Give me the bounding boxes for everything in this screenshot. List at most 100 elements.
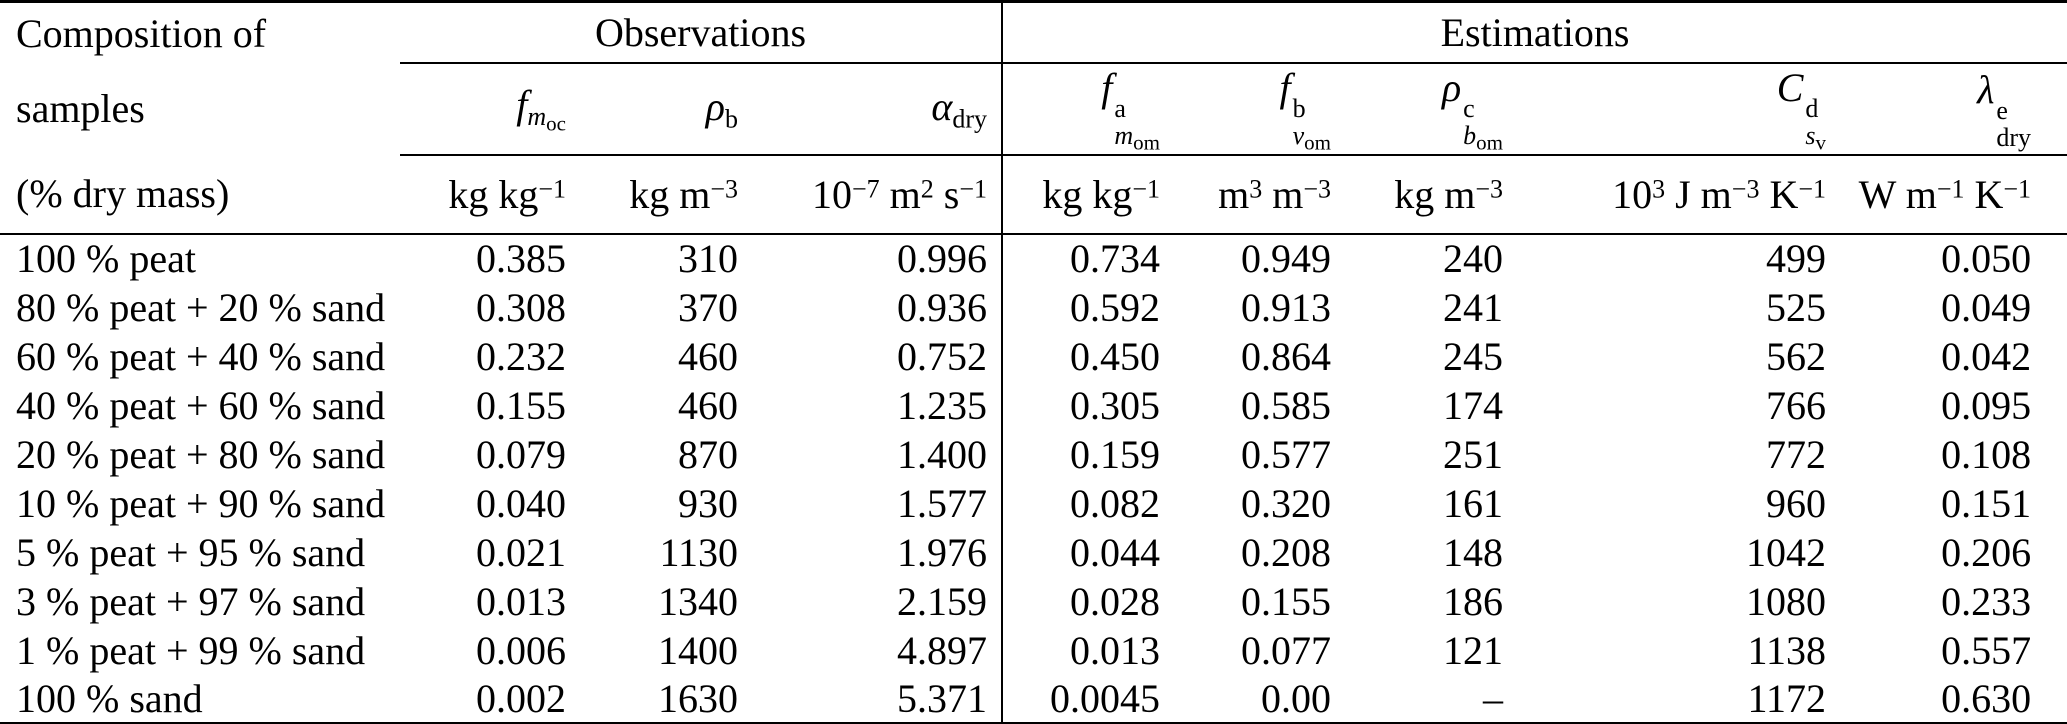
row-header-line3: (% dry mass) bbox=[0, 154, 400, 235]
value-cell-C_s_v: 525 bbox=[1766, 284, 1827, 330]
value-cell-f_m_oc: 0.021 bbox=[476, 529, 566, 575]
value-cell-rho_b: 870 bbox=[678, 431, 738, 477]
symbol-cell-f_m_oc: fmoc bbox=[400, 63, 572, 156]
value-cell-lambda_dry: 0.095 bbox=[1941, 382, 2032, 428]
table-body: 100 % peat 0.385 310 0.996 0.734 0.949 240 499 0… bbox=[0, 233, 2067, 724]
unit-cell-f_v_om: m3 m−3 bbox=[1170, 154, 1343, 235]
value-cell-C_s_v: 1138 bbox=[1747, 627, 1827, 673]
row-header-line1: Composition of bbox=[0, 0, 400, 63]
value-cell-rho_b: 1400 bbox=[658, 627, 738, 673]
value-cell-rho_b_om: 186 bbox=[1443, 578, 1504, 624]
value-cell-f_v_om: 0.949 bbox=[1241, 236, 1332, 282]
group-header-row: Composition of Observations Estimations bbox=[0, 0, 2067, 64]
composition-cell: 10 % peat + 90 % sand bbox=[16, 480, 386, 526]
value-cell-f_m_om: 0.013 bbox=[1001, 625, 1171, 675]
value-cell-rho_b_om: 241 bbox=[1443, 284, 1504, 330]
value-cell-lambda_dry: 0.050 bbox=[1941, 236, 2032, 282]
group-header-observations: Observations bbox=[400, 0, 1003, 64]
value-cell-C_s_v: 1080 bbox=[1746, 578, 1827, 624]
value-cell-f_m_om: 0.028 bbox=[1001, 576, 1171, 626]
value-cell-alpha_dry: 4.897 bbox=[897, 627, 988, 673]
value-cell-rho_b: 460 bbox=[678, 382, 738, 428]
value-cell-f_v_om: 0.00 bbox=[1170, 674, 1343, 724]
value-cell-f_m_om: 0.044 bbox=[1001, 527, 1171, 577]
value-cell-f_v_om: 0.864 bbox=[1241, 333, 1332, 379]
value-cell-rho_b: 930 bbox=[678, 480, 738, 526]
value-cell-f_m_oc: 0.002 bbox=[400, 674, 572, 724]
value-cell-rho_b: 460 bbox=[678, 333, 738, 379]
table-row: 40 % peat + 60 % sand 0.155 460 1.235 0.305 0… bbox=[0, 380, 2067, 430]
value-cell-f_v_om: 0.077 bbox=[1241, 627, 1332, 673]
value-cell-lambda_dry: 0.630 bbox=[1836, 674, 2067, 724]
value-cell-alpha_dry: 0.936 bbox=[897, 284, 988, 330]
unit-cell-alpha_dry: 10−7 m2 s−1 bbox=[744, 154, 1003, 235]
value-cell-alpha_dry: 1.235 bbox=[897, 382, 988, 428]
symbol-cell-f_m_om: f a mom bbox=[1001, 63, 1171, 156]
group-header-estimations: Estimations bbox=[1001, 0, 2067, 64]
table-row: 100 % sand 0.002 1630 5.371 0.0045 0.00–1172 0… bbox=[0, 674, 2067, 724]
value-cell-f_m_om: 0.159 bbox=[1001, 429, 1171, 479]
value-cell-rho_b_om: – bbox=[1342, 674, 1515, 724]
value-cell-f_v_om: 0.913 bbox=[1241, 284, 1332, 330]
value-cell-C_s_v: 1172 bbox=[1514, 674, 1837, 724]
value-cell-f_v_om: 0.155 bbox=[1241, 578, 1332, 624]
unit-cell-rho_b: kg m−3 bbox=[572, 154, 744, 235]
value-cell-rho_b_om: 121 bbox=[1443, 627, 1504, 673]
value-cell-lambda_dry: 0.233 bbox=[1941, 578, 2032, 624]
value-cell-f_m_om: 0.305 bbox=[1001, 380, 1171, 430]
composition-cell: 1 % peat + 99 % sand bbox=[16, 627, 366, 673]
value-cell-rho_b: 1630 bbox=[572, 674, 744, 724]
composition-cell: 5 % peat + 95 % sand bbox=[16, 529, 366, 575]
table-row: 1 % peat + 99 % sand 0.006 1400 4.897 0.013 0… bbox=[0, 625, 2067, 675]
composition-cell: 40 % peat + 60 % sand bbox=[16, 382, 386, 428]
composition-cell: 3 % peat + 97 % sand bbox=[16, 578, 366, 624]
value-cell-f_v_om: 0.208 bbox=[1241, 529, 1332, 575]
value-cell-rho_b_om: 148 bbox=[1443, 529, 1504, 575]
table-row: 80 % peat + 20 % sand 0.308 370 0.936 0.592 0… bbox=[0, 282, 2067, 332]
symbol-cell-rho_b_om: ρ c bom bbox=[1342, 63, 1515, 156]
unit-cell-lambda_dry: W m−1 K−1 bbox=[1836, 154, 2067, 235]
value-cell-f_m_oc: 0.006 bbox=[476, 627, 566, 673]
composition-cell: 100 % peat bbox=[16, 236, 196, 282]
table-row: 100 % peat 0.385 310 0.996 0.734 0.949 240 499 0… bbox=[0, 233, 2067, 283]
value-cell-f_m_oc: 0.040 bbox=[476, 480, 566, 526]
value-cell-f_m_om: 0.0045 bbox=[1001, 674, 1171, 724]
value-cell-C_s_v: 562 bbox=[1766, 333, 1827, 379]
value-cell-lambda_dry: 0.557 bbox=[1941, 627, 2032, 673]
value-cell-rho_b_om: 174 bbox=[1443, 382, 1504, 428]
value-cell-rho_b_om: 251 bbox=[1443, 431, 1504, 477]
composition-cell: 20 % peat + 80 % sand bbox=[16, 431, 386, 477]
symbol-cell-rho_b: ρb bbox=[572, 63, 744, 156]
composition-cell: 100 % sand bbox=[0, 674, 400, 724]
symbol-cell-lambda_dry: λ e dry bbox=[1836, 63, 2067, 156]
symbol-cell-f_v_om: f b vom bbox=[1170, 63, 1343, 156]
value-cell-C_s_v: 960 bbox=[1766, 480, 1827, 526]
value-cell-rho_b: 310 bbox=[678, 236, 738, 282]
row-header-line2: samples bbox=[16, 86, 145, 132]
value-cell-rho_b_om: 161 bbox=[1443, 480, 1504, 526]
unit-cell-C_s_v: 103 J m−3 K−1 bbox=[1514, 154, 1837, 235]
value-cell-f_v_om: 0.320 bbox=[1241, 480, 1332, 526]
value-cell-f_m_oc: 0.308 bbox=[476, 284, 566, 330]
value-cell-lambda_dry: 0.108 bbox=[1941, 431, 2032, 477]
table-row: 3 % peat + 97 % sand 0.013 1340 2.159 0.028 0… bbox=[0, 576, 2067, 626]
value-cell-C_s_v: 1042 bbox=[1746, 529, 1827, 575]
value-cell-f_m_om: 0.734 bbox=[1001, 233, 1171, 283]
value-cell-rho_b: 370 bbox=[678, 284, 738, 330]
value-cell-C_s_v: 772 bbox=[1766, 431, 1827, 477]
value-cell-alpha_dry: 1.976 bbox=[897, 529, 988, 575]
value-cell-alpha_dry: 1.577 bbox=[897, 480, 988, 526]
value-cell-lambda_dry: 0.049 bbox=[1941, 284, 2032, 330]
value-cell-rho_b_om: 245 bbox=[1443, 333, 1504, 379]
value-cell-lambda_dry: 0.206 bbox=[1941, 529, 2032, 575]
value-cell-C_s_v: 499 bbox=[1766, 236, 1827, 282]
value-cell-f_v_om: 0.577 bbox=[1241, 431, 1332, 477]
value-cell-lambda_dry: 0.042 bbox=[1941, 333, 2032, 379]
value-cell-f_m_oc: 0.013 bbox=[476, 578, 566, 624]
value-cell-alpha_dry: 0.752 bbox=[897, 333, 988, 379]
value-cell-f_v_om: 0.585 bbox=[1241, 382, 1332, 428]
value-cell-f_m_om: 0.450 bbox=[1001, 331, 1171, 381]
